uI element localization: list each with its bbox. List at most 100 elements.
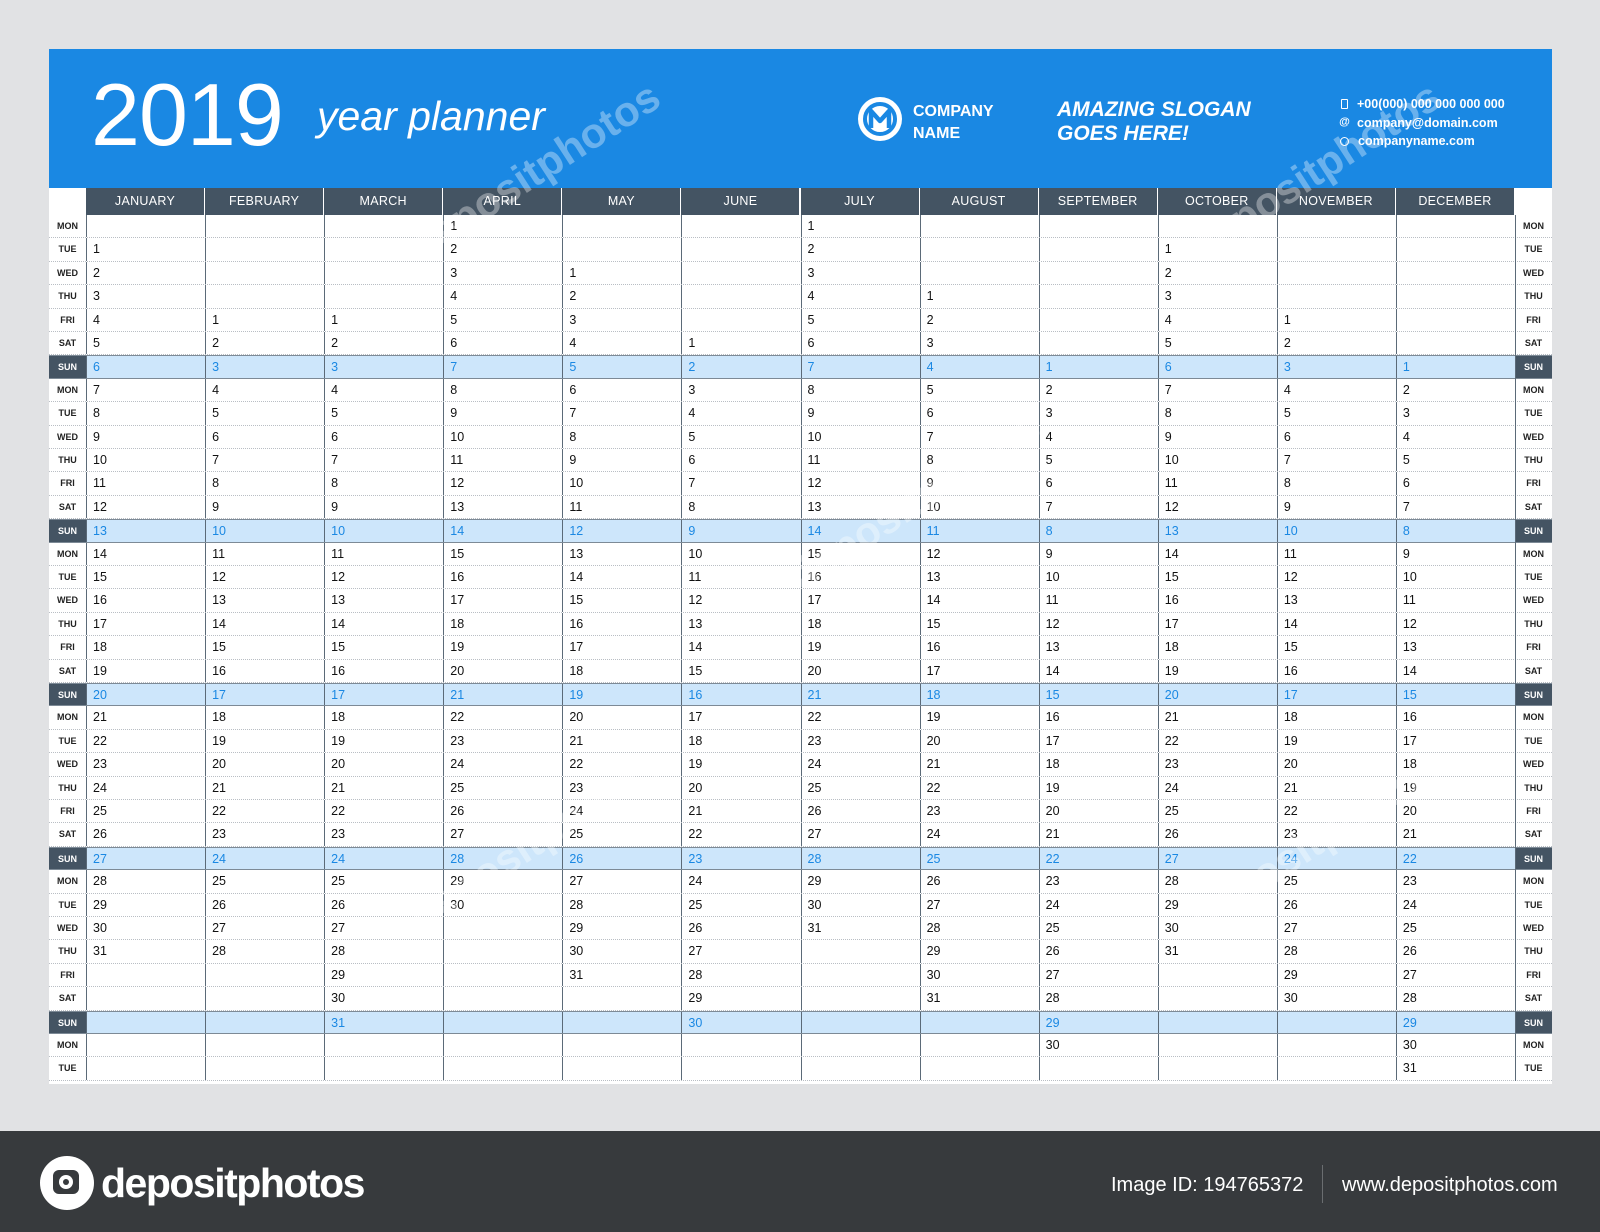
day-cell[interactable]: [562, 215, 681, 238]
day-cell[interactable]: 27: [919, 893, 1039, 916]
day-cell[interactable]: [919, 1057, 1039, 1080]
day-cell[interactable]: 23: [205, 823, 324, 846]
day-cell[interactable]: 25: [324, 870, 443, 893]
day-cell[interactable]: 16: [86, 589, 205, 612]
day-cell[interactable]: 9: [562, 449, 681, 472]
day-cell[interactable]: 2: [1157, 261, 1277, 285]
day-cell[interactable]: 24: [1038, 893, 1158, 916]
day-cell[interactable]: [562, 987, 681, 1010]
day-cell[interactable]: 5: [562, 356, 681, 378]
day-cell[interactable]: [205, 1057, 324, 1080]
day-cell[interactable]: [205, 285, 324, 308]
day-cell[interactable]: 14: [800, 520, 920, 542]
day-cell[interactable]: 13: [681, 612, 800, 636]
day-cell[interactable]: 14: [443, 520, 562, 542]
day-cell[interactable]: 13: [1395, 636, 1515, 659]
day-cell[interactable]: 27: [800, 823, 920, 846]
day-cell[interactable]: 26: [681, 917, 800, 940]
day-cell[interactable]: 14: [1395, 659, 1515, 682]
day-cell[interactable]: 26: [205, 893, 324, 916]
day-cell[interactable]: 29: [324, 963, 443, 987]
day-cell[interactable]: 19: [86, 659, 205, 682]
day-cell[interactable]: 9: [205, 495, 324, 519]
day-cell[interactable]: 11: [205, 542, 324, 565]
day-cell[interactable]: 23: [1038, 870, 1158, 893]
day-cell[interactable]: 1: [324, 308, 443, 331]
day-cell[interactable]: [1276, 261, 1396, 285]
day-cell[interactable]: [919, 1034, 1039, 1057]
day-cell[interactable]: 10: [681, 542, 800, 565]
day-cell[interactable]: 8: [919, 449, 1039, 472]
day-cell[interactable]: 28: [1276, 940, 1396, 963]
day-cell[interactable]: [443, 1034, 562, 1057]
day-cell[interactable]: 27: [562, 870, 681, 893]
day-cell[interactable]: 11: [324, 542, 443, 565]
day-cell[interactable]: 5: [919, 378, 1039, 402]
day-cell[interactable]: 6: [681, 449, 800, 472]
day-cell[interactable]: 22: [1395, 847, 1515, 870]
day-cell[interactable]: 4: [205, 378, 324, 402]
day-cell[interactable]: [800, 1011, 920, 1033]
day-cell[interactable]: [443, 1057, 562, 1080]
day-cell[interactable]: 29: [562, 917, 681, 940]
day-cell[interactable]: 19: [1276, 729, 1396, 753]
day-cell[interactable]: 2: [919, 308, 1039, 331]
day-cell[interactable]: 7: [1276, 449, 1396, 472]
day-cell[interactable]: [1395, 215, 1515, 238]
day-cell[interactable]: 15: [800, 542, 920, 565]
day-cell[interactable]: [1038, 238, 1158, 261]
day-cell[interactable]: 1: [562, 261, 681, 285]
day-cell[interactable]: 8: [800, 378, 920, 402]
day-cell[interactable]: 20: [324, 753, 443, 776]
day-cell[interactable]: 15: [205, 636, 324, 659]
day-cell[interactable]: 25: [681, 893, 800, 916]
day-cell[interactable]: 17: [1276, 684, 1396, 706]
day-cell[interactable]: 4: [681, 402, 800, 425]
day-cell[interactable]: 30: [86, 917, 205, 940]
day-cell[interactable]: 10: [1276, 520, 1396, 542]
day-cell[interactable]: 27: [443, 823, 562, 846]
day-cell[interactable]: 10: [1038, 566, 1158, 589]
day-cell[interactable]: 14: [205, 612, 324, 636]
day-cell[interactable]: 21: [1395, 823, 1515, 846]
day-cell[interactable]: [919, 238, 1039, 261]
day-cell[interactable]: 22: [1276, 800, 1396, 823]
day-cell[interactable]: 1: [919, 285, 1039, 308]
day-cell[interactable]: 6: [205, 425, 324, 448]
day-cell[interactable]: 15: [1157, 566, 1277, 589]
day-cell[interactable]: [205, 238, 324, 261]
day-cell[interactable]: 31: [562, 963, 681, 987]
day-cell[interactable]: 8: [205, 472, 324, 495]
day-cell[interactable]: 18: [443, 612, 562, 636]
day-cell[interactable]: [1157, 963, 1277, 987]
day-cell[interactable]: 8: [1276, 472, 1396, 495]
day-cell[interactable]: 15: [919, 612, 1039, 636]
day-cell[interactable]: [1395, 332, 1515, 355]
day-cell[interactable]: 13: [86, 520, 205, 542]
day-cell[interactable]: 27: [86, 847, 205, 870]
day-cell[interactable]: 3: [324, 356, 443, 378]
day-cell[interactable]: 16: [1395, 706, 1515, 729]
day-cell[interactable]: 3: [1395, 402, 1515, 425]
day-cell[interactable]: 16: [1157, 589, 1277, 612]
day-cell[interactable]: 20: [800, 659, 920, 682]
day-cell[interactable]: 7: [800, 356, 920, 378]
day-cell[interactable]: 14: [919, 589, 1039, 612]
day-cell[interactable]: 20: [1157, 684, 1277, 706]
day-cell[interactable]: [324, 1034, 443, 1057]
day-cell[interactable]: 30: [1395, 1034, 1515, 1057]
day-cell[interactable]: 31: [324, 1011, 443, 1033]
day-cell[interactable]: 19: [1395, 776, 1515, 799]
day-cell[interactable]: 8: [324, 472, 443, 495]
day-cell[interactable]: 25: [800, 776, 920, 799]
day-cell[interactable]: 18: [1276, 706, 1396, 729]
day-cell[interactable]: 15: [443, 542, 562, 565]
day-cell[interactable]: 21: [1157, 706, 1277, 729]
day-cell[interactable]: [562, 1011, 681, 1033]
day-cell[interactable]: [324, 238, 443, 261]
day-cell[interactable]: 18: [681, 729, 800, 753]
day-cell[interactable]: 29: [1038, 1011, 1158, 1033]
day-cell[interactable]: 13: [919, 566, 1039, 589]
day-cell[interactable]: 3: [562, 308, 681, 331]
day-cell[interactable]: 7: [1038, 495, 1158, 519]
